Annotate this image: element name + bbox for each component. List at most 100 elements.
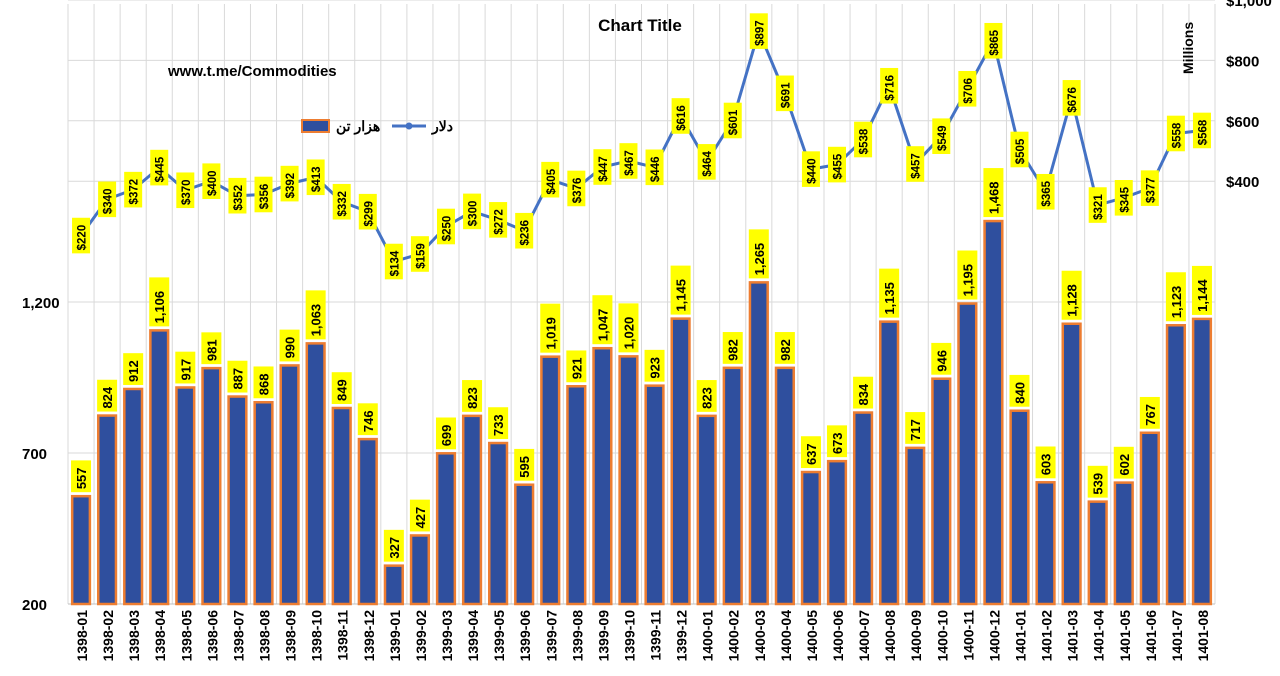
line-label-background — [567, 170, 586, 207]
line-label-background — [880, 67, 899, 104]
line-label-background — [72, 217, 91, 254]
bar — [592, 346, 613, 606]
bar-data-label: 767 — [1143, 404, 1158, 426]
bar — [931, 377, 952, 606]
bar-label-background — [774, 332, 795, 364]
bar-data-label: 834 — [856, 383, 871, 405]
bar-label-background — [644, 349, 665, 382]
right-axis-tick-label: $400 — [1226, 174, 1259, 191]
bar — [435, 452, 457, 606]
x-axis-tick-label: 1398-12 — [361, 610, 377, 662]
line-data-label: $365 — [1041, 180, 1053, 206]
line-data-label: $538 — [859, 128, 871, 154]
bar — [279, 364, 300, 606]
line-data-label: $345 — [1119, 186, 1131, 212]
line-data-label: $413 — [311, 166, 323, 192]
line-label-background — [671, 98, 690, 134]
bar-data-label: 921 — [569, 358, 584, 380]
line-data-label: $691 — [780, 82, 792, 108]
bar-data-label: 1,195 — [960, 264, 975, 297]
line-data-label: $352 — [233, 185, 245, 211]
line-data-label: $272 — [494, 209, 506, 235]
bar — [331, 406, 352, 606]
bar — [175, 386, 196, 606]
line-label-background — [410, 236, 429, 272]
x-axis-tick-label: 1400-11 — [960, 610, 976, 661]
line-data-label: $505 — [1015, 138, 1027, 164]
line-data-label: $250 — [441, 216, 453, 242]
bar — [409, 534, 431, 606]
x-axis-tick-label: 1399-02 — [413, 610, 429, 662]
bar-label-background — [1087, 465, 1108, 498]
bar-data-label: 1,128 — [1065, 284, 1080, 317]
bar-label-background — [1165, 272, 1186, 322]
line-label-background — [828, 146, 847, 183]
bar — [96, 414, 118, 606]
bar-label-background — [566, 350, 587, 383]
line-data-label: $467 — [624, 150, 636, 176]
bar-data-label: 823 — [465, 387, 480, 409]
line-data-label: $236 — [520, 220, 532, 246]
bar — [227, 395, 248, 606]
bar — [488, 441, 509, 606]
bar-data-label: 1,145 — [674, 279, 689, 312]
line-data-label: $299 — [363, 201, 375, 227]
x-axis-tick-label: 1399-01 — [387, 610, 403, 662]
x-axis-tick-label: 1400-05 — [804, 610, 820, 662]
bar-label-background — [1191, 265, 1212, 315]
bar — [1087, 500, 1108, 606]
bar — [957, 302, 978, 606]
line-data-label: $377 — [1145, 177, 1157, 203]
bar — [123, 387, 144, 606]
x-axis-tick-label: 1399-06 — [517, 610, 533, 662]
x-axis-tick-label: 1400-09 — [908, 610, 924, 662]
bar-label-background — [592, 295, 613, 345]
bar-data-label: 981 — [204, 339, 219, 361]
x-axis-tick-label: 1399-11 — [648, 610, 664, 661]
line-label-background — [280, 165, 299, 202]
bar-data-label: 1,265 — [752, 243, 767, 276]
bar — [670, 317, 691, 606]
line-data-label: $372 — [129, 179, 141, 205]
line-label-background — [124, 171, 143, 208]
bar-label-background — [983, 168, 1004, 218]
line-label-background — [801, 151, 820, 187]
line-data-label: $897 — [754, 20, 766, 46]
bar — [826, 459, 848, 606]
bar-label-background — [696, 380, 717, 412]
bar-data-label: 1,468 — [986, 182, 1001, 215]
bar-data-label: 557 — [74, 467, 89, 489]
bar-data-label: 982 — [726, 339, 741, 361]
line-data-label: $321 — [1093, 194, 1105, 220]
bar-label-background — [827, 425, 848, 458]
left-axis-tick-label: 700 — [22, 446, 47, 463]
bar-data-label: 637 — [804, 443, 819, 465]
x-axis-tick-label: 1400-04 — [778, 610, 794, 662]
line-label-background — [906, 146, 925, 182]
bar-data-label: 840 — [1012, 382, 1027, 404]
bar-data-label: 673 — [830, 432, 845, 454]
line-label-background — [463, 193, 482, 230]
right-axis-tick-label: $1,000 — [1226, 0, 1272, 10]
bar-data-label: 746 — [361, 410, 376, 432]
x-axis-tick-label: 1398-04 — [152, 610, 168, 662]
bar — [983, 219, 1004, 606]
bar — [383, 564, 404, 606]
line-data-label: $457 — [911, 153, 923, 179]
line-label-background — [254, 176, 273, 213]
bar-data-label: 849 — [335, 379, 350, 401]
line-label-background — [697, 144, 716, 180]
line-label-background — [98, 181, 117, 218]
line-data-label: $706 — [963, 78, 975, 104]
x-axis-tick-label: 1398-07 — [230, 610, 246, 662]
bar-label-background — [722, 332, 743, 364]
line-label-background — [775, 75, 794, 112]
right-axis-ticks: $400 $600 $800 $1,000 — [1226, 0, 1272, 191]
x-axis-tick-label: 1399-04 — [465, 610, 481, 662]
line-label-background — [358, 193, 377, 230]
bar-label-background — [462, 380, 483, 412]
bar — [879, 320, 900, 606]
bar — [774, 366, 795, 606]
bar-label-background — [748, 229, 769, 279]
line-data-label: $601 — [728, 109, 740, 135]
